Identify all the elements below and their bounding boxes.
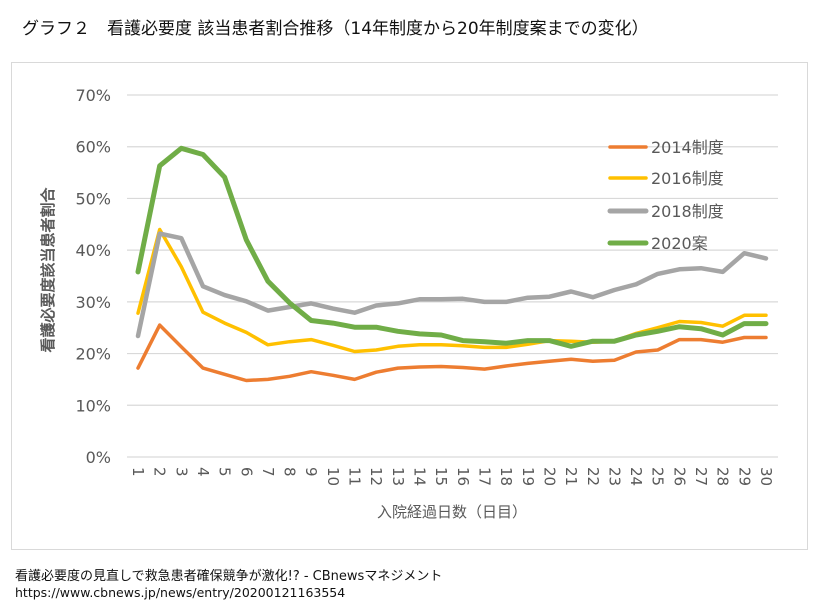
source-url[interactable]: https://www.cbnews.jp/news/entry/2020012…: [15, 585, 346, 600]
x-tick-label: 9: [302, 467, 320, 477]
y-tick-label: 20%: [75, 345, 111, 364]
x-tick-label: 19: [519, 467, 537, 486]
y-tick-label: 0%: [86, 448, 111, 467]
x-tick-label: 2: [151, 467, 169, 477]
legend: 2014制度 2016制度 2018制度 2020案: [607, 138, 724, 253]
source-title: 看護必要度の見直しで救急患者確保競争が激化!? - CBnewsマネジメント: [15, 569, 443, 584]
series-lines: [135, 145, 769, 383]
chart-frame: [11, 62, 808, 550]
x-tick-label: 17: [475, 467, 493, 486]
x-tick-label: 3: [172, 467, 190, 477]
x-tick-label: 28: [714, 467, 732, 486]
x-tick-label: 29: [735, 467, 753, 486]
x-tick-label: 10: [324, 467, 342, 486]
x-axis-label: 入院経過日数（日目）: [377, 503, 527, 521]
gridlines: [127, 94, 778, 458]
y-tick-label: 60%: [75, 138, 111, 157]
x-tick-label: 24: [627, 467, 645, 486]
x-tick-label: 22: [584, 467, 602, 486]
x-tick-label: 8: [281, 467, 299, 477]
series-line-2020案: [135, 145, 769, 349]
y-tick-label: 70%: [75, 86, 111, 105]
x-tick-label: 23: [605, 467, 623, 486]
x-tick-label: 15: [432, 467, 450, 486]
y-tick-label: 10%: [75, 396, 111, 415]
x-axis-ticks: 1 2 3 4 5 6 7 8 9 10 11 12 13 14 15 16 17 18 19 20 21 22 23 24 2…: [129, 467, 775, 486]
legend-label: 2016制度: [651, 169, 724, 188]
legend-label: 2018制度: [651, 202, 724, 221]
x-tick-label: 21: [562, 467, 580, 486]
series-line-2016制度: [136, 227, 768, 354]
figure-title: グラフ２ 看護必要度 該当患者割合推移（14年制度から20年制度案までの変化）: [22, 19, 649, 39]
y-axis-label: 看護必要度該当患者割合: [39, 187, 57, 353]
x-tick-label: 30: [757, 467, 775, 486]
y-tick-label: 30%: [75, 293, 111, 312]
x-tick-label: 4: [194, 467, 212, 477]
x-tick-label: 27: [692, 467, 710, 486]
x-tick-label: 13: [389, 467, 407, 486]
y-tick-label: 40%: [75, 241, 111, 260]
x-tick-label: 7: [259, 467, 277, 477]
x-tick-label: 16: [454, 467, 472, 486]
legend-label: 2020案: [651, 234, 708, 253]
x-tick-label: 20: [540, 467, 558, 486]
x-tick-label: 26: [670, 467, 688, 486]
legend-label: 2014制度: [651, 138, 724, 157]
y-tick-label: 50%: [75, 189, 111, 208]
x-tick-label: 11: [346, 467, 364, 486]
x-tick-label: 12: [367, 467, 385, 486]
x-tick-label: 6: [237, 467, 255, 477]
series-line-2018制度: [135, 231, 769, 339]
y-axis-ticks: 0% 10% 20% 30% 40% 50% 60% 70%: [75, 86, 111, 467]
series-line-2014制度: [136, 323, 768, 383]
x-tick-label: 14: [411, 467, 429, 486]
x-tick-label: 18: [497, 467, 515, 486]
x-tick-label: 1: [129, 467, 147, 477]
x-tick-label: 5: [216, 467, 234, 477]
x-tick-label: 25: [649, 467, 667, 486]
